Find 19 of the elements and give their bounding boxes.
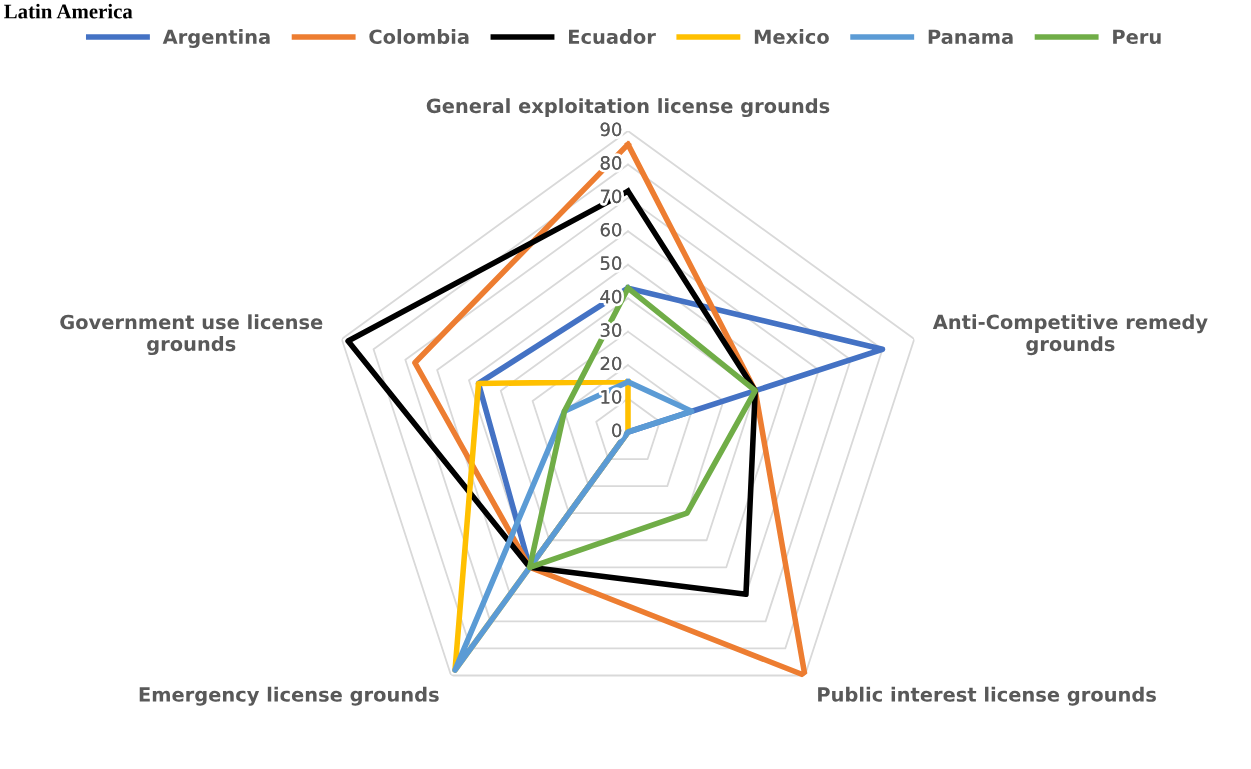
chart-title: Latin America [4,3,133,19]
y-tick-label: 60 [600,222,622,237]
y-tick-label: 40 [600,289,622,304]
spoke-label: Public interest license grounds [818,686,1156,706]
legend-label: Panama [928,29,1013,45]
spoke-label: Emergency license grounds [139,686,439,706]
legend-label: Argentina [162,29,270,49]
y-tick-label: 20 [600,356,622,371]
y-tick-label: 50 [600,256,622,271]
legend-label: Mexico [754,29,829,45]
spoke-label: Government use license grounds [60,314,323,356]
y-tick-label: 0 [612,423,622,438]
legend-label: Ecuador [569,29,656,45]
legend-label: Peru [1113,29,1161,45]
y-tick-label: 10 [601,390,622,404]
spoke-label: Anti-Competitive remedy grounds [932,314,1208,356]
y-tick-label: 90 [600,122,622,137]
spoke-label: General exploitation license grounds [426,98,830,118]
legend-label: Colombia [369,29,469,45]
